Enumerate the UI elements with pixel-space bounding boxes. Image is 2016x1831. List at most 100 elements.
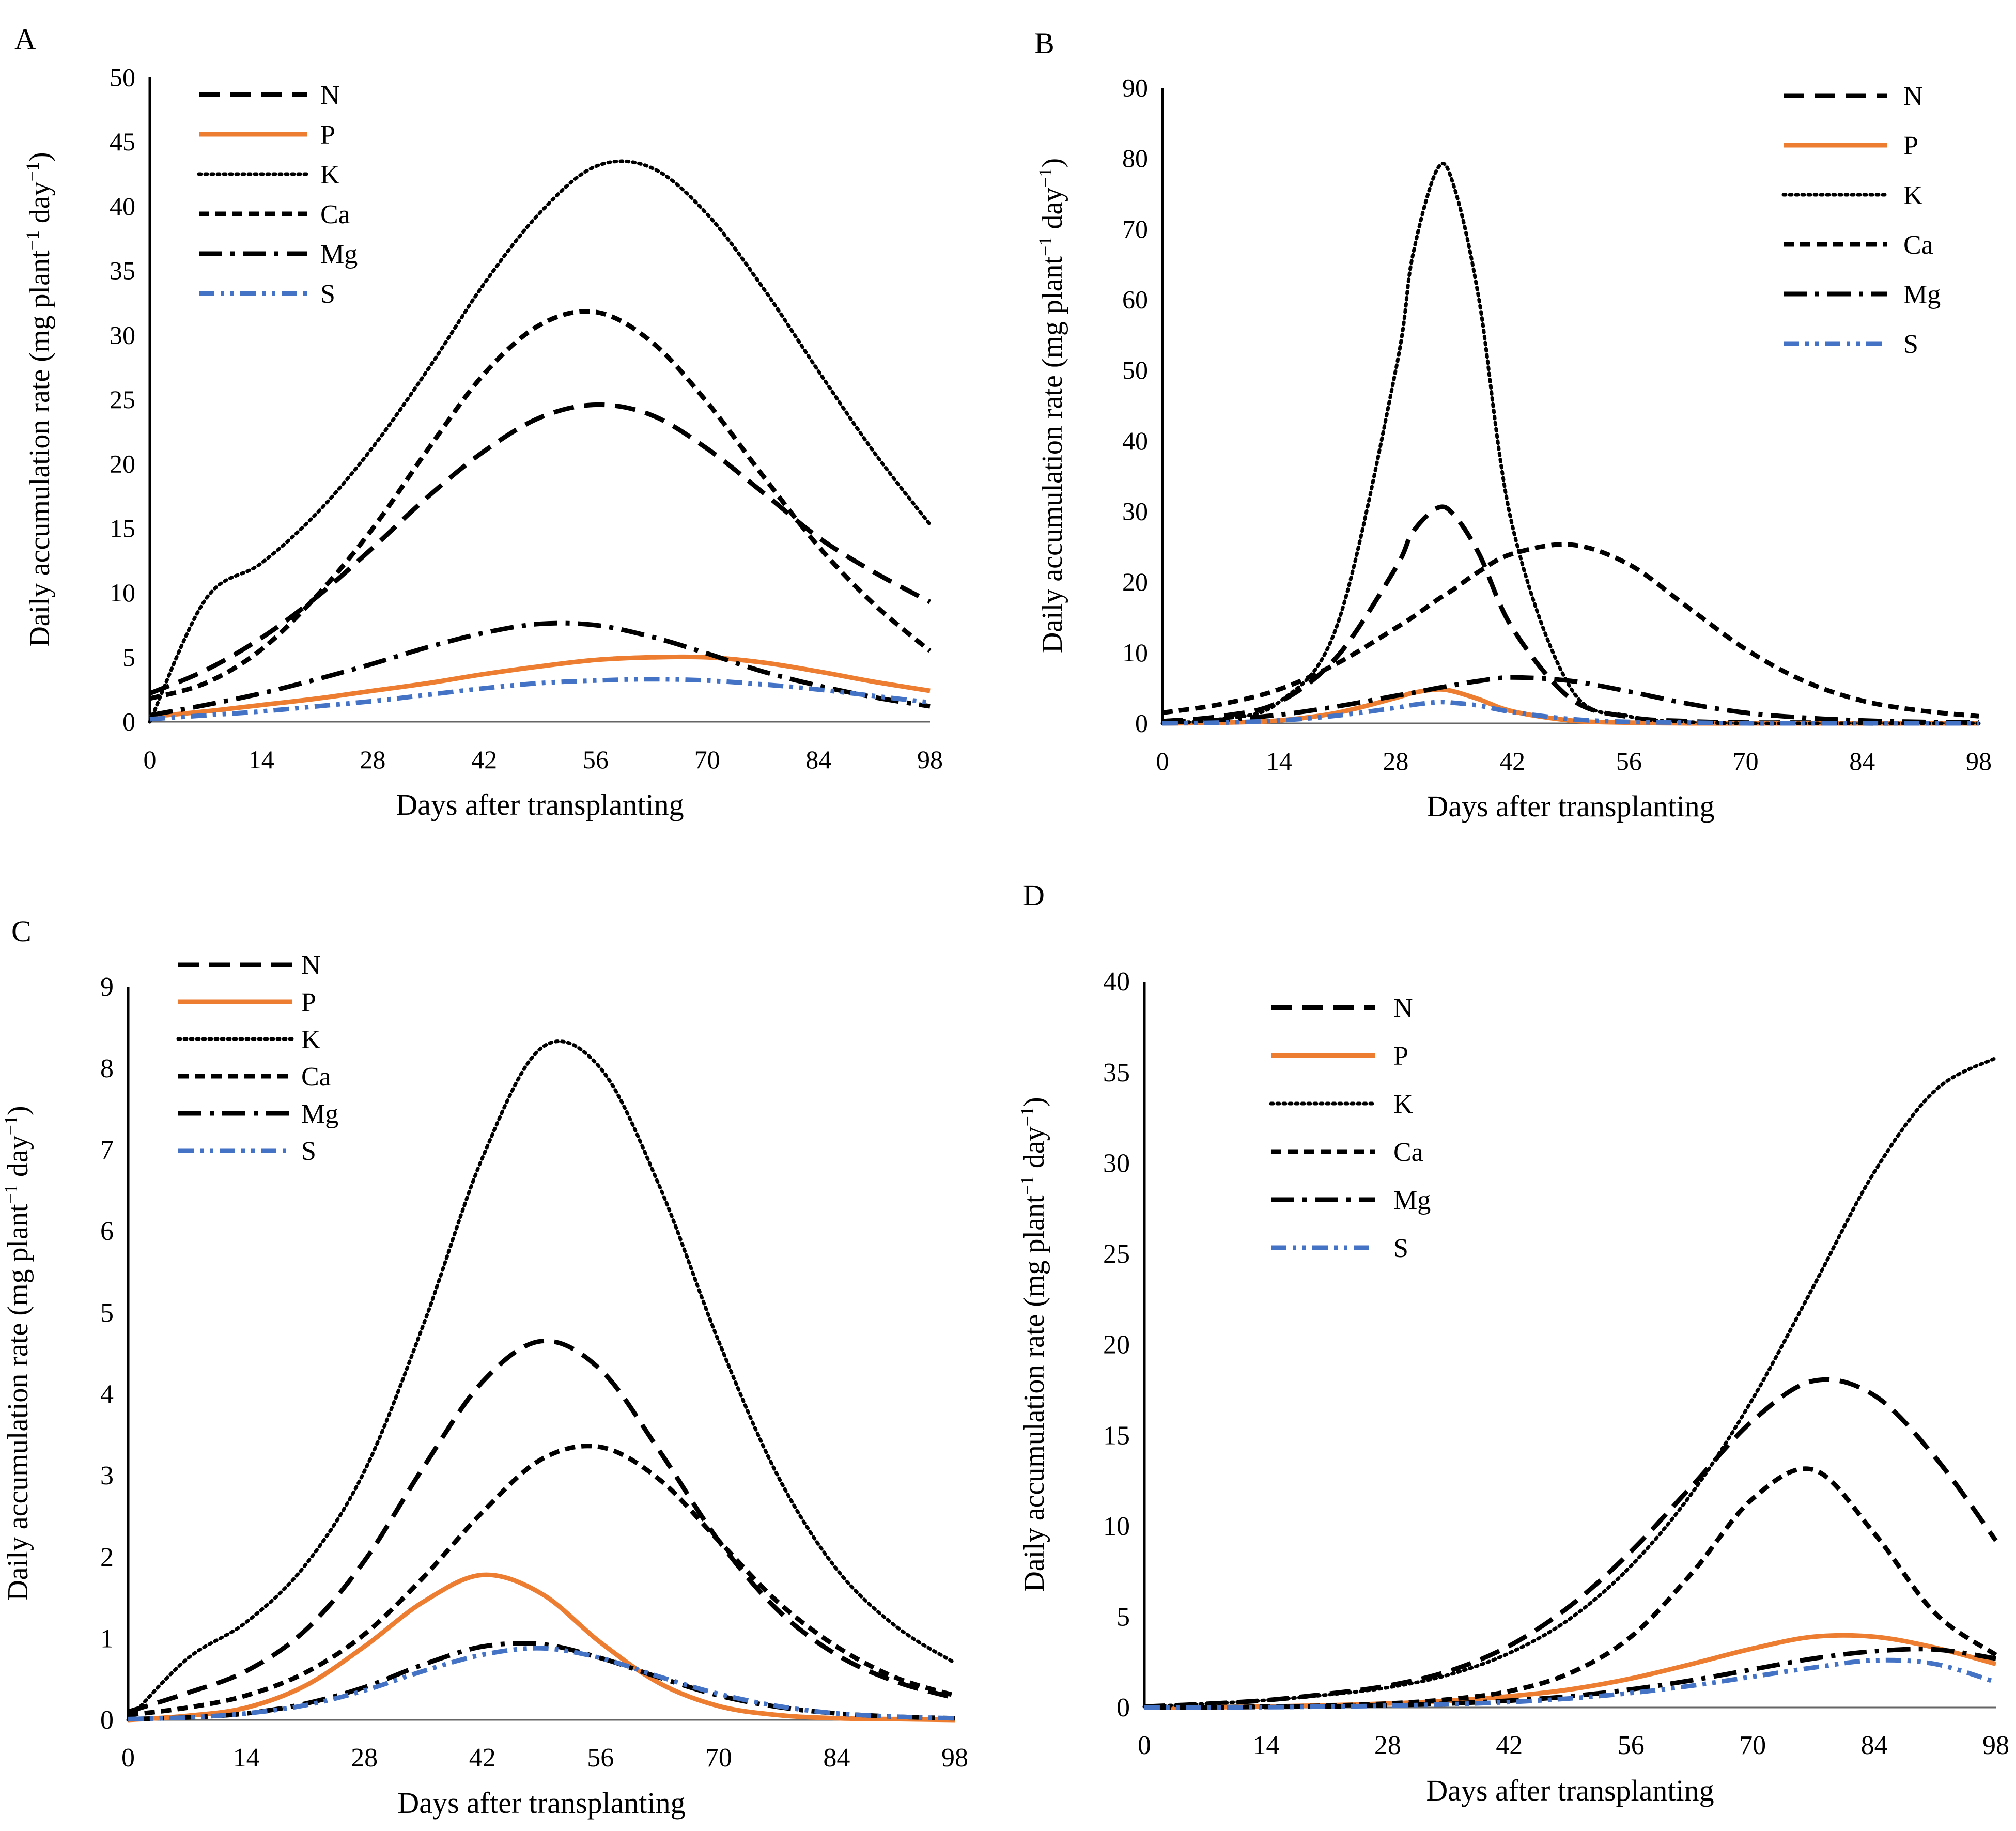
x-tick-label: 28 [1383,747,1408,775]
y-tick-label: 4 [100,1379,114,1409]
legend-label-p: P [301,988,316,1017]
series-line-p [128,1572,955,1723]
x-tick-label: 42 [471,745,497,774]
y-tick-label: 5 [1116,1603,1130,1632]
x-tick-label: 14 [233,1743,260,1773]
y-axis-title: Daily accumulation rate (mg plant−1 day−… [22,152,56,647]
legend: NPK Ca Mg S [1781,82,1941,359]
y-axis-title-text: day [1036,188,1068,237]
y-tick-label: 20 [1103,1330,1130,1360]
x-tick-label: 98 [941,1743,968,1773]
y-axis-title-text: Daily accumulation rate (mg plant [24,250,56,647]
series-line-p [149,654,931,719]
series-line-n [1144,1377,1998,1709]
legend-label-ca: Ca [320,200,350,229]
y-tick-label: 25 [1103,1239,1130,1269]
legend-label-p: P [320,120,335,150]
y-tick-label: 0 [1116,1693,1130,1723]
x-tick-label: 84 [1849,747,1875,775]
legend-label-ca: Ca [1903,230,1933,260]
y-axis-title: Daily accumulation rate (mg plant−1 day−… [1035,158,1068,653]
series-line-s [149,677,931,722]
legend-label-s: S [1903,330,1918,359]
y-tick-label: 0 [100,1705,114,1735]
legend-label-n: N [301,951,321,980]
y-tick-label: 40 [1103,967,1130,997]
y-tick-label: 2 [100,1543,114,1572]
x-axis-title: Days after transplanting [396,788,684,821]
legend-label-mg: Mg [1903,280,1941,309]
y-tick-label: 10 [1122,638,1148,667]
legend: NPK Ca Mg S [197,81,358,309]
y-axis-title-text: day [1018,1126,1050,1175]
y-axis-title-superscript: −1 [22,162,43,181]
y-tick-label: 90 [1122,73,1148,102]
legend: NPK Ca Mg S [176,951,338,1166]
y-tick-label: 6 [100,1217,114,1246]
legend-label-n: N [1903,82,1923,111]
y-tick-label: 5 [122,643,135,672]
y-axis-title-text: day [24,181,56,230]
y-tick-label: 15 [1103,1421,1130,1450]
x-tick-label: 0 [1138,1731,1151,1760]
legend-label-s: S [301,1137,316,1166]
y-tick-label: 1 [100,1624,114,1653]
y-axis-title-superscript: −1 [1017,1175,1037,1195]
legend-label-ca: Ca [1393,1138,1423,1167]
y-axis-title-text: Daily accumulation rate (mg plant [2,1204,34,1601]
x-tick-label: 28 [360,745,385,774]
panel-label: C [11,914,32,948]
x-tick-label: 14 [1266,747,1292,775]
y-axis-title-superscript: −1 [1017,1107,1037,1126]
x-tick-label: 98 [917,745,943,774]
legend-label-mg: Mg [320,240,358,269]
panel-label: A [14,22,36,56]
y-tick-label: 70 [1122,214,1148,243]
y-tick-label: 30 [1103,1149,1130,1178]
legend-label-ca: Ca [301,1062,331,1092]
series-line-ca [149,308,932,701]
x-tick-label: 42 [1499,747,1525,775]
series-line-k [148,159,932,724]
y-tick-label: 35 [110,256,135,285]
x-tick-label: 14 [1252,1731,1279,1760]
legend-label-mg: Mg [1393,1186,1431,1215]
legend-label-p: P [1903,131,1918,161]
x-tick-label: 70 [694,745,720,774]
y-tick-label: 20 [1122,567,1148,596]
series-line-ca [1144,1466,1997,1710]
legend: NPK Ca Mg S [1269,994,1431,1263]
y-tick-label: 8 [100,1054,114,1083]
x-axis-title: Days after transplanting [1426,789,1714,823]
y-axis-title-text: ) [24,152,56,162]
y-tick-label: 25 [110,385,135,414]
series-line-ca [128,1444,956,1717]
y-tick-label: 0 [1135,709,1148,738]
series-line-p [1162,687,1979,726]
x-tick-label: 56 [1616,747,1642,775]
legend-label-s: S [1393,1234,1408,1263]
x-tick-label: 70 [1739,1731,1766,1760]
y-tick-label: 50 [110,63,135,92]
y-axis-title-text: day [2,1135,34,1184]
x-tick-label: 56 [1618,1731,1645,1760]
series-line-mg [149,620,931,718]
series-line-s [1162,700,1979,726]
x-tick-label: 42 [1496,1731,1523,1760]
legend-label-n: N [1393,994,1413,1023]
panel-b: B 0 10 20 30 40 50 60 70 80 90 0 14 28 42 56 70 84 98 Days … [1034,26,1992,823]
y-axis-title-superscript: −1 [22,230,43,250]
legend-label-mg: Mg [301,1099,338,1129]
x-tick-label: 0 [121,1743,135,1773]
y-tick-label: 40 [110,192,135,221]
x-tick-label: 14 [249,745,274,774]
legend-label-k: K [320,160,340,190]
y-tick-label: 15 [110,514,135,542]
y-tick-label: 45 [110,127,135,156]
y-tick-label: 10 [1103,1512,1130,1541]
x-tick-label: 84 [823,1743,850,1773]
x-tick-label: 0 [1156,747,1169,775]
legend-label-k: K [301,1025,321,1054]
